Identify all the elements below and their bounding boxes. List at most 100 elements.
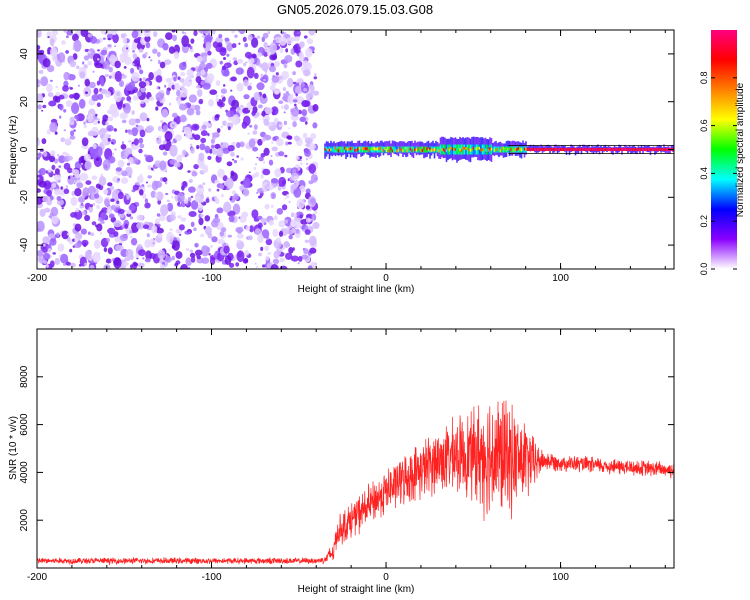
noise-blob — [313, 76, 318, 80]
signal-core — [402, 149, 404, 153]
noise-blob — [299, 159, 302, 162]
noise-blob — [81, 210, 86, 216]
noise-blob — [215, 98, 220, 102]
signal-core — [558, 148, 560, 151]
noise-blob — [294, 36, 300, 42]
noise-blob — [169, 228, 173, 232]
noise-blob — [214, 143, 221, 150]
noise-blob — [271, 140, 274, 145]
noise-blob — [223, 57, 226, 60]
signal-core — [582, 148, 584, 151]
signal-core — [510, 148, 512, 152]
signal-core — [373, 147, 376, 150]
x-tick-label: -100 — [202, 572, 222, 583]
noise-blob — [303, 88, 308, 92]
noise-blob — [177, 215, 182, 219]
noise-blob — [130, 207, 135, 211]
noise-blob — [180, 87, 188, 98]
noise-blob — [218, 102, 225, 108]
noise-blob — [304, 148, 311, 157]
signal-core — [607, 148, 610, 151]
signal-core — [504, 148, 506, 151]
noise-blob — [37, 156, 41, 160]
noise-blob — [56, 232, 60, 237]
signal-core — [417, 146, 419, 150]
signal-core — [586, 148, 589, 151]
noise-blob — [216, 147, 224, 158]
noise-blob — [221, 227, 227, 233]
noise-blob — [270, 178, 279, 184]
noise-blob — [195, 85, 201, 89]
noise-blob — [97, 120, 100, 124]
noise-blob — [144, 202, 151, 209]
signal-core — [334, 146, 337, 150]
noise-blob — [155, 106, 159, 111]
noise-blob — [74, 223, 82, 232]
noise-blob — [126, 162, 131, 166]
noise-blob — [164, 256, 172, 263]
noise-blob — [227, 126, 231, 131]
signal-core — [520, 148, 523, 152]
signal-core — [346, 148, 349, 152]
noise-blob — [90, 232, 95, 236]
noise-blob — [296, 198, 305, 209]
noise-blob — [311, 214, 317, 220]
noise-blob — [248, 171, 251, 174]
noise-blob — [199, 128, 202, 131]
signal-core — [397, 148, 400, 152]
noise-blob — [191, 171, 198, 177]
noise-blob — [189, 249, 193, 253]
noise-blob — [286, 194, 290, 199]
signal-core — [342, 149, 344, 153]
noise-blob — [283, 219, 289, 224]
signal-core — [477, 146, 479, 150]
noise-blob — [49, 238, 57, 246]
signal-core — [550, 148, 553, 151]
noise-blob — [285, 141, 289, 146]
signal-core — [609, 148, 611, 151]
noise-blob — [223, 69, 230, 77]
signal-core — [642, 148, 644, 151]
noise-blob — [99, 231, 102, 235]
noise-blob — [308, 92, 314, 99]
noise-blob — [121, 170, 128, 177]
y-tick-label: 4000 — [19, 461, 30, 484]
noise-blob — [238, 30, 245, 33]
noise-blob — [236, 250, 245, 262]
noise-blob — [190, 143, 193, 147]
signal-core — [451, 147, 454, 151]
noise-blob — [82, 61, 85, 65]
signal-halo — [624, 144, 626, 150]
signal-core — [445, 149, 448, 153]
noise-blob — [72, 47, 76, 50]
noise-blob — [251, 53, 257, 59]
noise-blob — [206, 73, 215, 83]
noise-blob — [50, 206, 59, 217]
noise-blob — [195, 109, 201, 116]
noise-blob — [284, 154, 288, 158]
noise-blob — [38, 83, 42, 86]
noise-blob — [262, 264, 266, 268]
noise-blob — [173, 162, 181, 168]
noise-blob — [152, 241, 155, 245]
noise-blob — [62, 151, 68, 156]
noise-blob — [166, 199, 170, 203]
noise-blob — [224, 37, 230, 42]
noise-blob — [240, 104, 244, 108]
noise-blob — [162, 124, 168, 132]
signal-core — [636, 148, 638, 151]
noise-blob — [257, 234, 264, 243]
noise-blob — [219, 184, 225, 190]
signal-halo — [579, 144, 581, 151]
noise-blob — [123, 66, 127, 69]
noise-blob — [249, 125, 253, 128]
noise-blob — [257, 104, 263, 109]
noise-blob — [308, 163, 317, 174]
noise-blob — [119, 112, 128, 120]
noise-blob — [109, 75, 112, 79]
noise-blob — [278, 124, 283, 128]
noise-blob — [54, 188, 61, 196]
noise-blob — [37, 44, 41, 51]
noise-blob — [139, 143, 145, 149]
noise-blob — [172, 34, 177, 42]
